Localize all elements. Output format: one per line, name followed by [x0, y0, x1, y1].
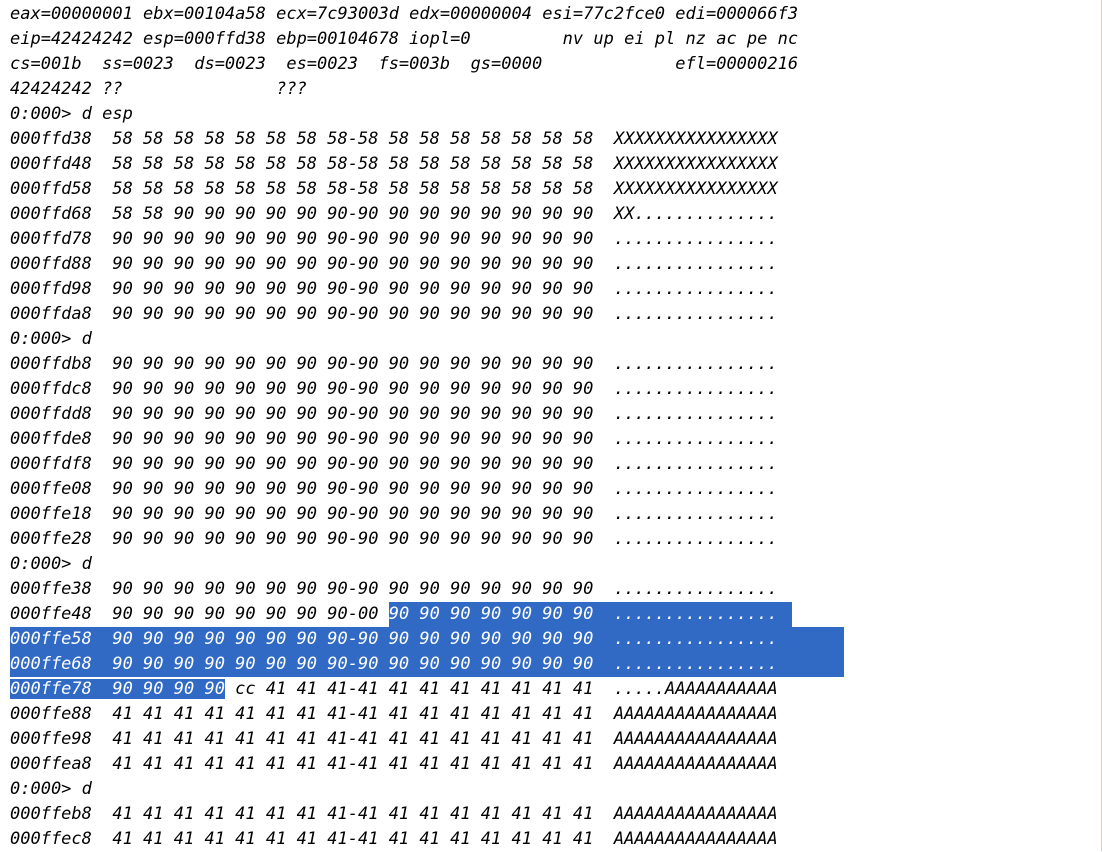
- unselected-text: 000ffe48 90 90 90 90 90 90 90 90-00: [10, 604, 389, 624]
- selected-text[interactable]: 000ffe78 90 90 90 90: [10, 679, 225, 699]
- memory-dump-row: 000ffe08 90 90 90 90 90 90 90 90-90 90 9…: [10, 479, 778, 499]
- command-prompt-d: 0:000> d: [10, 779, 92, 799]
- memory-dump-row: 000ffdf8 90 90 90 90 90 90 90 90-90 90 9…: [10, 454, 778, 474]
- selected-text[interactable]: 90 90 90 90 90 90 90 ................: [388, 602, 792, 627]
- memory-dump-row: 000ffdb8 90 90 90 90 90 90 90 90-90 90 9…: [10, 354, 778, 374]
- unselected-text: cc 41 41 41-41 41 41 41 41 41 41 41 ....…: [224, 679, 778, 699]
- memory-dump-row: 000ffd68 58 58 90 90 90 90 90 90-90 90 9…: [10, 204, 778, 224]
- memory-dump-row: 000ffd98 90 90 90 90 90 90 90 90-90 90 9…: [10, 279, 778, 299]
- memory-dump-row: 000ffda8 90 90 90 90 90 90 90 90-90 90 9…: [10, 304, 778, 324]
- memory-dump-row-partially-selected: 000ffe78 90 90 90 90 cc 41 41 41-41 41 4…: [10, 677, 1102, 702]
- command-prompt-d-esp: 0:000> d esp: [10, 104, 133, 124]
- register-line-2: eip=42424242 esp=000ffd38 ebp=00104678 i…: [10, 29, 799, 49]
- memory-dump-row: 000ffdd8 90 90 90 90 90 90 90 90-90 90 9…: [10, 404, 778, 424]
- memory-dump-row: 000ffea8 41 41 41 41 41 41 41 41-41 41 4…: [10, 754, 778, 774]
- memory-dump-row: 000ffd58 58 58 58 58 58 58 58 58-58 58 5…: [10, 179, 778, 199]
- memory-dump-row: 000ffe28 90 90 90 90 90 90 90 90-90 90 9…: [10, 529, 778, 549]
- memory-dump-row: 000ffe98 41 41 41 41 41 41 41 41-41 41 4…: [10, 729, 778, 749]
- memory-dump-row-partially-selected: 000ffe48 90 90 90 90 90 90 90 90-00 90 9…: [10, 602, 1102, 627]
- memory-dump-row: 000ffe88 41 41 41 41 41 41 41 41-41 41 4…: [10, 704, 778, 724]
- register-line-3: cs=001b ss=0023 ds=0023 es=0023 fs=003b …: [10, 54, 799, 74]
- register-line-1: eax=00000001 ebx=00104a58 ecx=7c93003d e…: [10, 4, 799, 24]
- memory-dump-row-selected[interactable]: 000ffe68 90 90 90 90 90 90 90 90-90 90 9…: [10, 652, 1102, 677]
- memory-dump-row: 000ffde8 90 90 90 90 90 90 90 90-90 90 9…: [10, 429, 778, 449]
- memory-dump-row: 000ffd38 58 58 58 58 58 58 58 58-58 58 5…: [10, 129, 778, 149]
- disassembly-line: 42424242 ?? ???: [10, 79, 307, 99]
- memory-dump-row: 000ffe38 90 90 90 90 90 90 90 90-90 90 9…: [10, 579, 778, 599]
- command-prompt-d: 0:000> d: [10, 329, 92, 349]
- memory-dump-row: 000ffd48 58 58 58 58 58 58 58 58-58 58 5…: [10, 154, 778, 174]
- command-prompt-d: 0:000> d: [10, 554, 92, 574]
- memory-dump-row: 000ffd78 90 90 90 90 90 90 90 90-90 90 9…: [10, 229, 778, 249]
- selected-text[interactable]: 000ffe58 90 90 90 90 90 90 90 90-90 90 9…: [10, 627, 844, 652]
- selected-text[interactable]: 000ffe68 90 90 90 90 90 90 90 90-90 90 9…: [10, 652, 844, 677]
- memory-dump-row: 000ffe18 90 90 90 90 90 90 90 90-90 90 9…: [10, 504, 778, 524]
- memory-dump-row: 000ffdc8 90 90 90 90 90 90 90 90-90 90 9…: [10, 379, 778, 399]
- memory-dump-row: 000ffd88 90 90 90 90 90 90 90 90-90 90 9…: [10, 254, 778, 274]
- debugger-console-output[interactable]: eax=00000001 ebx=00104a58 ecx=7c93003d e…: [10, 2, 1102, 852]
- memory-dump-row: 000ffec8 41 41 41 41 41 41 41 41-41 41 4…: [10, 829, 778, 849]
- memory-dump-row-selected[interactable]: 000ffe58 90 90 90 90 90 90 90 90-90 90 9…: [10, 627, 1102, 652]
- memory-dump-row: 000ffeb8 41 41 41 41 41 41 41 41-41 41 4…: [10, 804, 778, 824]
